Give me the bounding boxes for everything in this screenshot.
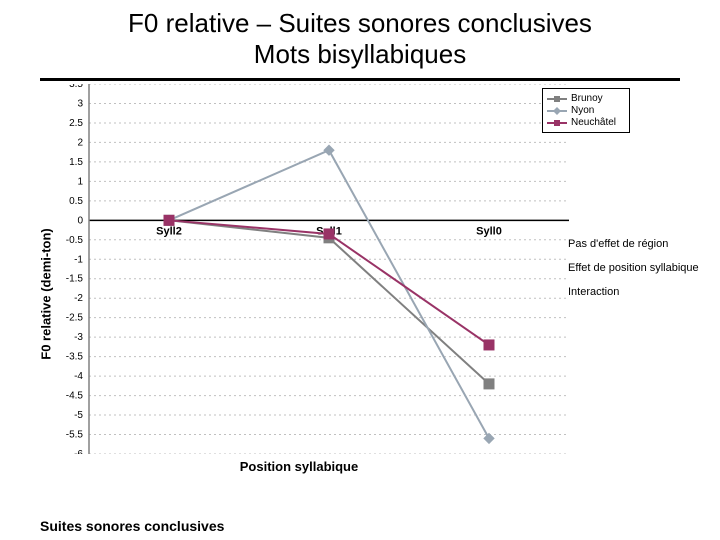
svg-text:-4.5: -4.5 — [66, 391, 84, 402]
svg-text:-0.5: -0.5 — [66, 235, 84, 246]
svg-text:2.5: 2.5 — [69, 118, 83, 129]
svg-text:3: 3 — [77, 98, 83, 109]
legend-item: Nyon — [547, 105, 625, 116]
title-underline — [40, 78, 680, 81]
legend-label: Brunoy — [571, 93, 603, 104]
svg-text:-5.5: -5.5 — [66, 430, 84, 441]
side-annotations: Pas d'effet de région Effet de position … — [568, 238, 718, 310]
annotation-position-effect: Effet de position syllabique — [568, 262, 718, 274]
title-line-1: F0 relative – Suites sonores conclusives — [128, 8, 592, 38]
svg-text:-2.5: -2.5 — [66, 313, 84, 324]
svg-text:1: 1 — [77, 176, 83, 187]
chart-plot: -6 -5.5 -5 -4.5 -4 -3.5 -3 -2.5 -2 -1.5 -1 -0.5 0 0.5… — [24, 84, 574, 454]
svg-text:2: 2 — [77, 137, 83, 148]
legend-swatch — [547, 95, 567, 103]
svg-text:-2: -2 — [74, 293, 83, 304]
annotation-no-region-effect: Pas d'effet de région — [568, 238, 718, 250]
legend-label: Nyon — [571, 105, 594, 116]
legend: BrunoyNyonNeuchâtel — [542, 88, 630, 133]
svg-text:-5: -5 — [74, 410, 83, 421]
title-line-2: Mots bisyllabiques — [254, 39, 466, 69]
legend-item: Brunoy — [547, 93, 625, 104]
svg-text:0.5: 0.5 — [69, 196, 83, 207]
legend-label: Neuchâtel — [571, 117, 616, 128]
svg-text:-4: -4 — [74, 371, 83, 382]
svg-text:Syll0: Syll0 — [476, 225, 502, 237]
x-axis-label: Position syllabique — [24, 459, 574, 474]
svg-text:-3.5: -3.5 — [66, 352, 84, 363]
legend-item: Neuchâtel — [547, 117, 625, 128]
svg-text:-6: -6 — [74, 449, 83, 454]
svg-text:3.5: 3.5 — [69, 84, 83, 90]
svg-text:Syll2: Syll2 — [156, 225, 182, 237]
y-axis-label: F0 relative (demi-ton) — [39, 228, 54, 359]
chart-container: F0 relative (demi-ton) -6 -5.5 -5 -4.5 -4 -3.… — [24, 84, 574, 504]
legend-swatch — [547, 119, 567, 127]
svg-text:-1.5: -1.5 — [66, 274, 84, 285]
legend-swatch — [547, 107, 567, 115]
annotation-interaction: Interaction — [568, 286, 718, 298]
footer-label: Suites sonores conclusives — [40, 518, 224, 534]
slide-title: F0 relative – Suites sonores conclusives… — [0, 8, 720, 70]
svg-text:-1: -1 — [74, 254, 83, 265]
svg-text:0: 0 — [77, 215, 83, 226]
svg-text:-3: -3 — [74, 332, 83, 343]
svg-text:1.5: 1.5 — [69, 157, 83, 168]
